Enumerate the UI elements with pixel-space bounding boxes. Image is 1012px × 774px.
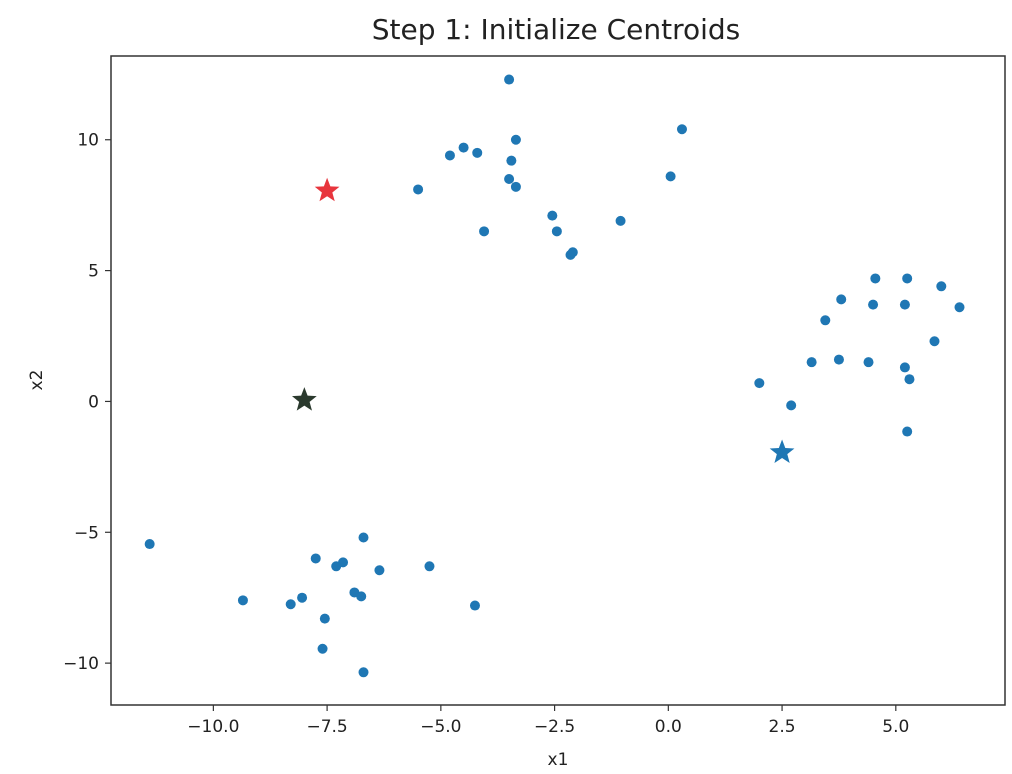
data-point — [413, 184, 424, 195]
data-point — [863, 357, 874, 368]
data-point — [331, 561, 342, 572]
data-point — [551, 226, 562, 237]
data-point — [458, 142, 469, 153]
data-point — [786, 400, 797, 411]
data-point — [899, 299, 910, 310]
centroid-star — [314, 177, 340, 202]
data-point — [310, 553, 321, 564]
data-point — [833, 354, 844, 365]
data-point — [297, 592, 308, 603]
data-point — [567, 247, 578, 258]
data-point — [285, 599, 296, 610]
data-point — [899, 362, 910, 373]
data-point — [510, 134, 521, 145]
data-point — [472, 147, 483, 158]
data-point — [237, 595, 248, 606]
data-point — [806, 357, 817, 368]
data-point — [358, 667, 369, 678]
data-point — [754, 378, 765, 389]
data-point — [504, 74, 515, 85]
data-point — [870, 273, 881, 284]
data-point — [144, 539, 155, 550]
data-point — [902, 426, 913, 437]
scatter-points — [144, 74, 965, 678]
y-axis-ticks: 10 5 0 −5 −10 — [63, 131, 111, 674]
data-point — [615, 215, 626, 226]
data-point — [547, 210, 558, 221]
x-tick-label: −7.5 — [306, 717, 347, 737]
data-point — [506, 155, 517, 166]
data-point — [820, 315, 831, 326]
centroid-star — [292, 387, 317, 411]
y-tick-label: −10 — [63, 654, 99, 674]
data-point — [356, 591, 367, 602]
data-point — [469, 600, 480, 611]
data-point — [479, 226, 490, 237]
y-tick-label: 10 — [77, 131, 99, 151]
data-point — [374, 565, 385, 576]
centroid-markers — [292, 177, 795, 463]
data-point — [444, 150, 455, 161]
y-tick-label: 5 — [88, 262, 99, 282]
data-point — [836, 294, 847, 305]
x-tick-label: −5.0 — [420, 717, 461, 737]
data-point — [317, 643, 328, 654]
data-point — [676, 124, 687, 135]
x-tick-label: 5.0 — [882, 717, 909, 737]
data-point — [319, 613, 330, 624]
data-point — [358, 532, 369, 543]
y-axis-label: x2 — [27, 370, 47, 391]
y-tick-label: −5 — [74, 523, 99, 543]
x-tick-label: 0.0 — [655, 717, 682, 737]
plot-area-frame — [110, 55, 1006, 706]
data-point — [424, 561, 435, 572]
data-point — [929, 336, 940, 347]
chart-title: Step 1: Initialize Centroids — [372, 13, 741, 46]
x-axis-ticks: −10.0 −7.5 −5.0 −2.5 0.0 2.5 5.0 — [187, 705, 909, 737]
data-point — [510, 181, 521, 192]
x-tick-label: −2.5 — [534, 717, 575, 737]
x-axis-label: x1 — [548, 750, 569, 770]
data-point — [902, 273, 913, 284]
y-tick-label: 0 — [88, 392, 99, 412]
data-point — [504, 173, 515, 184]
data-point — [936, 281, 947, 292]
data-point — [868, 299, 879, 310]
centroid-star — [769, 439, 795, 463]
data-point — [904, 374, 915, 385]
data-point — [665, 171, 676, 182]
x-tick-label: 2.5 — [769, 717, 796, 737]
data-point — [954, 302, 965, 313]
x-tick-label: −10.0 — [187, 717, 239, 737]
